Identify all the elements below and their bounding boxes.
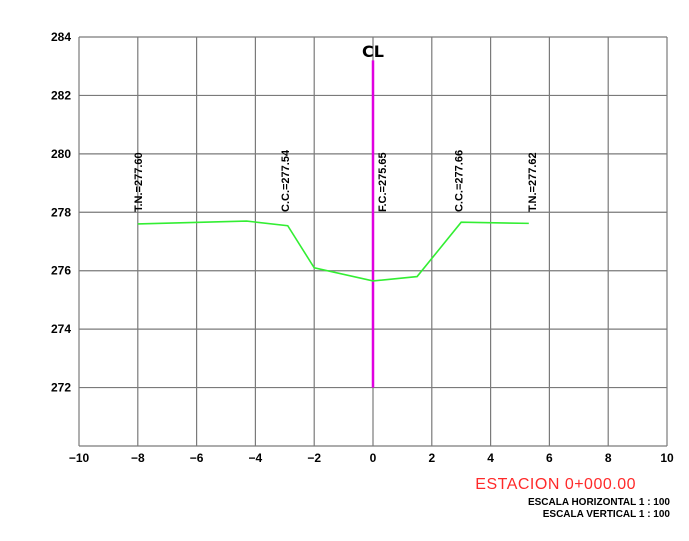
x-tick-label: 10 (660, 451, 674, 465)
station-label: ESTACION 0+000.00 (475, 476, 636, 493)
elevation-annotation: F.C.=275.65 (377, 152, 389, 212)
elevation-annotation: C.C.=277.66 (453, 150, 465, 212)
centerline-label: CL (362, 42, 384, 61)
horizontal-scale-label: ESCALA HORIZONTAL 1 : 100 (528, 497, 670, 508)
elevation-annotation: C.C.=277.54 (280, 149, 292, 212)
x-tick-label: 6 (546, 451, 553, 465)
y-tick-label: 278 (51, 205, 71, 219)
y-tick-label: 284 (51, 30, 71, 44)
y-tick-label: 274 (51, 322, 71, 336)
y-axis-ticks: 284 282 280 278 276 274 272 (51, 30, 71, 395)
x-tick-label: 8 (605, 451, 612, 465)
y-tick-label: 282 (51, 88, 71, 102)
y-tick-label: 272 (51, 381, 71, 395)
x-tick-label: −8 (131, 451, 145, 465)
vertical-scale-label: ESCALA VERTICAL 1 : 100 (543, 509, 671, 520)
x-tick-label: −6 (190, 451, 204, 465)
x-tick-label: −10 (69, 451, 90, 465)
y-tick-label: 280 (51, 147, 71, 161)
elevation-annotation: T.N.=277.62 (527, 152, 539, 212)
y-tick-label: 276 (51, 264, 71, 278)
elevation-annotations: T.N.=277.60 C.C.=277.54 F.C.=275.65 C.C.=27… (133, 149, 539, 212)
terrain-profile-line (137, 220, 529, 282)
x-axis-ticks: −10 −8 −6 −4 −2 0 2 4 6 8 10 (69, 451, 674, 465)
x-tick-label: −4 (249, 451, 263, 465)
elevation-annotation: T.N.=277.60 (133, 152, 145, 212)
x-tick-label: 2 (428, 451, 435, 465)
x-tick-label: −2 (307, 451, 321, 465)
x-tick-label: 4 (487, 451, 494, 465)
x-tick-label: 0 (370, 451, 377, 465)
